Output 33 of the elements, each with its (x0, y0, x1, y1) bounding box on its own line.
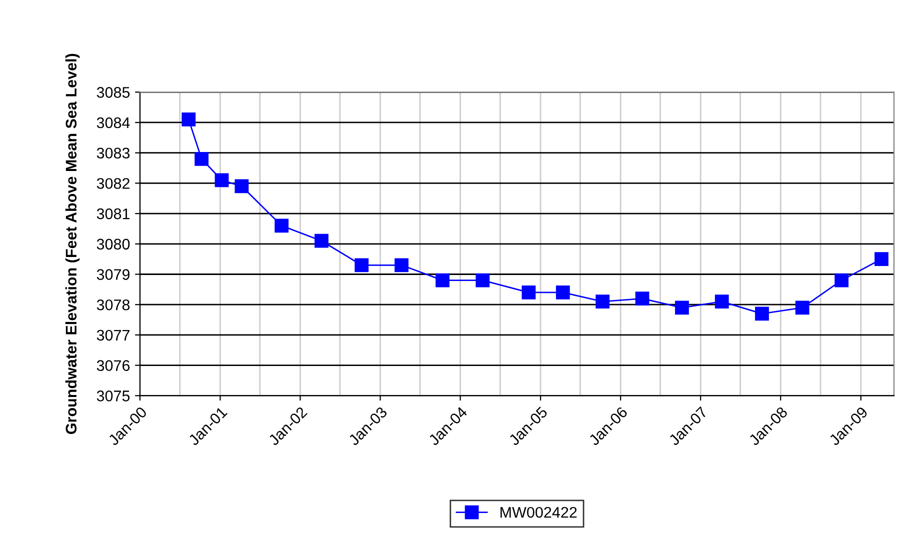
legend-label: MW002422 (500, 506, 577, 518)
y-tick-label: 3079 (96, 269, 130, 280)
point (834, 273, 849, 288)
point (476, 273, 490, 288)
point (714, 294, 729, 309)
y-tick-label: 3085 (96, 87, 130, 98)
point (635, 292, 650, 306)
point (314, 234, 328, 248)
y-tick-label: 3084 (96, 117, 130, 128)
point (436, 273, 450, 288)
point (194, 152, 209, 166)
point (755, 306, 769, 321)
y-tick-label: 3083 (96, 148, 130, 159)
point (675, 300, 689, 315)
point (596, 294, 610, 309)
point (394, 258, 408, 272)
y-tick-label: 3078 (96, 299, 130, 310)
point (874, 252, 888, 266)
y-tick-label: 3076 (96, 360, 130, 371)
y-tick-label: 3081 (96, 208, 130, 220)
point (182, 112, 196, 126)
y-tick-label: 3080 (96, 238, 130, 250)
point (556, 286, 570, 300)
point (274, 218, 289, 233)
y-tick-label: 3075 (96, 390, 130, 402)
point (354, 258, 369, 272)
point (522, 286, 536, 300)
point (234, 179, 249, 194)
y-tick-label: 3077 (96, 330, 130, 341)
y-axis-title: Groundwater Elevation (Feet Above Mean Sea Level) (65, 54, 80, 434)
y-tick-label: 3082 (96, 178, 130, 189)
point (214, 173, 229, 188)
point (795, 300, 810, 315)
